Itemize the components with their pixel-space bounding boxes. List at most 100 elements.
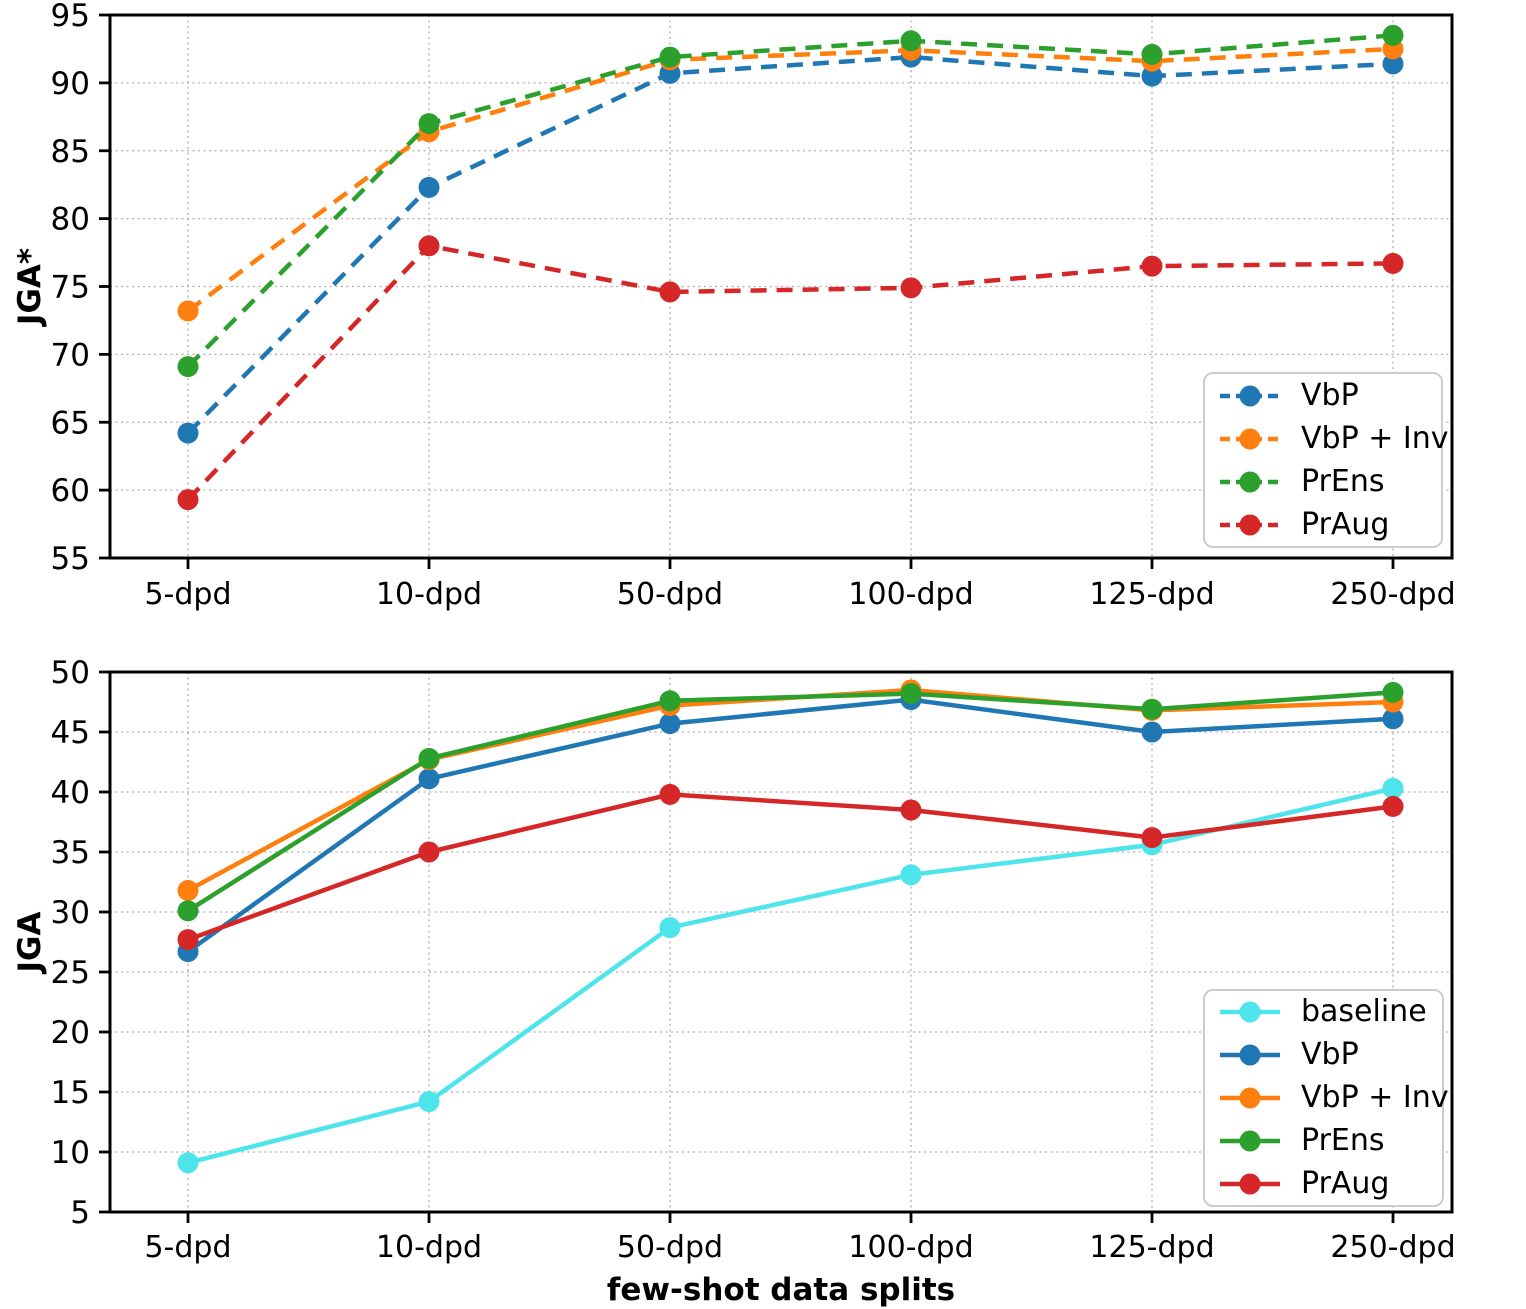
legend-marker-icon	[1220, 1087, 1280, 1109]
x-tick-label: 125-dpd	[1089, 1230, 1214, 1265]
legend-item-praug: PrAug	[1219, 1165, 1442, 1201]
y-tick-label: 60	[51, 473, 90, 509]
legend-item-prens: PrEns	[1219, 463, 1441, 499]
data-point-prens-5-dpd	[177, 900, 199, 922]
data-point-vbp-5-dpd	[177, 422, 199, 444]
legend-item-prens: PrEns	[1219, 1122, 1442, 1158]
legend-marker-icon	[1220, 1044, 1280, 1066]
legend-item-vbp-inv: VbP + Inv	[1219, 1082, 1448, 1113]
y-tick-label: 40	[51, 775, 90, 811]
series-line-prens	[186, 690, 1394, 913]
data-point-vbp-250-dpd	[1382, 53, 1404, 75]
legend-label: VbP + Inv	[1301, 420, 1449, 456]
data-point-baseline-10-dpd	[418, 1091, 440, 1113]
x-tick-label: 50-dpd	[617, 577, 723, 612]
data-point-vbp-125-dpd	[1141, 721, 1163, 743]
x-tick-label: 125-dpd	[1089, 577, 1214, 612]
legend-marker-icon	[1220, 471, 1280, 492]
data-point-prens-100-dpd	[900, 683, 922, 705]
panel-bottom: 5 10 15 20 25 30 35 40 45 50 5-dpd 10-dpd 50-dpd 100-…	[12, 655, 1456, 1308]
y-tick-label: 50	[51, 655, 90, 691]
legend-label: VbP + Inv	[1301, 1079, 1449, 1115]
series-line-vbp-inv	[186, 687, 1394, 893]
data-point-praug-250-dpd	[1382, 795, 1404, 817]
x-tick-label: 5-dpd	[144, 1230, 231, 1265]
x-tick-label: 250-dpd	[1330, 1230, 1455, 1265]
data-point-vbp-250-dpd	[1382, 708, 1404, 730]
data-point-vbp-inv-5-dpd	[177, 879, 199, 901]
series-line-vbp-inv	[186, 46, 1394, 313]
legend-item-vbp: VbP	[1219, 1040, 1442, 1070]
data-point-praug-10-dpd	[418, 235, 440, 257]
x-tick-label: 10-dpd	[376, 577, 482, 612]
y-tick-label: 70	[51, 337, 90, 373]
data-point-prens-250-dpd	[1382, 681, 1404, 703]
x-axis-label: few-shot data splits	[607, 1272, 955, 1308]
data-point-prens-125-dpd	[1141, 43, 1163, 65]
legend-item-praug: PrAug	[1219, 506, 1441, 542]
data-point-praug-50-dpd	[659, 281, 681, 303]
y-axis-label: JGA	[12, 912, 48, 975]
legend-marker-icon	[1220, 428, 1280, 449]
legend-label: PrAug	[1301, 506, 1390, 542]
x-tick-label: 100-dpd	[848, 577, 973, 612]
data-point-vbp-125-dpd	[1141, 65, 1163, 87]
data-point-vbp-10-dpd	[418, 768, 440, 790]
y-tick-label: 45	[51, 715, 90, 751]
tick-marks	[99, 670, 1395, 1223]
series-line-prens	[186, 33, 1394, 369]
data-point-praug-125-dpd	[1141, 255, 1163, 277]
tick-marks	[99, 13, 1395, 569]
y-tick-label: 30	[51, 895, 90, 931]
data-point-vbp-inv-5-dpd	[177, 300, 199, 322]
series-line-praug	[187, 792, 1394, 942]
legend-marker-icon	[1220, 1001, 1280, 1023]
data-point-praug-250-dpd	[1382, 252, 1404, 274]
y-tick-label: 75	[51, 270, 90, 306]
x-tick-label: 100-dpd	[848, 1230, 973, 1265]
legend-label: baseline	[1301, 994, 1427, 1030]
legend-label: PrEns	[1301, 1122, 1385, 1158]
y-tick-label: 35	[51, 835, 90, 871]
legend-bottom: baseline VbP VbP + Inv PrEns PrAug	[1203, 989, 1448, 1207]
legend-item-vbp-inv: VbP + Inv	[1219, 423, 1448, 454]
y-tick-label: 10	[51, 1135, 90, 1171]
legend-marker-icon	[1220, 1173, 1280, 1195]
y-tick-label: 15	[51, 1075, 90, 1111]
legend-label: PrEns	[1301, 463, 1385, 499]
legend-top: VbP VbP + Inv PrEns PrAug	[1203, 372, 1448, 548]
y-tick-label: 85	[51, 134, 90, 170]
series-line-vbp	[186, 54, 1394, 435]
x-tick-label: 250-dpd	[1330, 577, 1455, 612]
legend-label: VbP	[1301, 377, 1359, 413]
legend-marker-icon	[1220, 385, 1280, 406]
data-point-prens-100-dpd	[900, 30, 922, 52]
y-tick-label: 90	[51, 66, 90, 102]
data-point-prens-5-dpd	[177, 356, 199, 378]
data-point-prens-125-dpd	[1141, 698, 1163, 720]
y-tick-label: 5	[70, 1195, 90, 1231]
x-tick-label: 50-dpd	[617, 1230, 723, 1265]
y-axis-label: JGA*	[12, 248, 48, 327]
data-point-praug-5-dpd	[177, 489, 199, 511]
data-point-prens-250-dpd	[1382, 24, 1404, 46]
series-line-baseline	[187, 786, 1394, 1165]
data-point-praug-100-dpd	[900, 277, 922, 299]
x-tick-label: 10-dpd	[376, 1230, 482, 1265]
data-point-prens-50-dpd	[659, 690, 681, 712]
y-tick-label: 95	[51, 0, 90, 34]
legend-marker-icon	[1220, 1130, 1280, 1152]
legend-marker-icon	[1220, 514, 1280, 535]
axes-spines	[108, 670, 1454, 1214]
series-line-vbp	[186, 697, 1394, 954]
data-point-praug-5-dpd	[177, 929, 199, 951]
data-point-vbp-10-dpd	[418, 176, 440, 198]
y-tick-label: 80	[51, 202, 90, 238]
data-point-baseline-100-dpd	[900, 864, 922, 886]
y-tick-label: 55	[51, 541, 90, 577]
data-point-prens-50-dpd	[659, 46, 681, 68]
legend-label: PrAug	[1301, 1165, 1390, 1201]
data-point-praug-50-dpd	[659, 783, 681, 805]
data-point-praug-10-dpd	[418, 841, 440, 863]
